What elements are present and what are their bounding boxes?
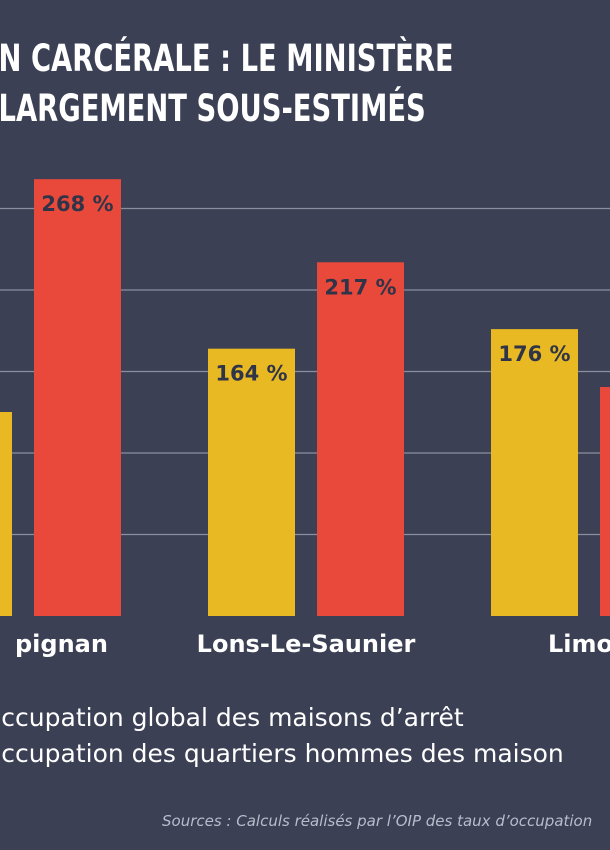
bar-value-label: 164 % <box>215 362 287 386</box>
bar-global-0 <box>0 412 12 616</box>
bar-global-1 <box>208 348 295 616</box>
category-label: Limog <box>548 630 610 658</box>
category-labels: pignan Lons-Le-Saunier Limog <box>15 630 610 658</box>
bar-global-2 <box>491 329 578 616</box>
category-label: Lons-Le-Saunier <box>197 630 416 658</box>
bar-chart: 268 % 164 % 217 % 176 % pignan Lons-Le-Sauni… <box>0 179 610 658</box>
legend-item-hommes: occupation des quartiers hommes des mais… <box>0 739 564 768</box>
category-label: pignan <box>15 630 108 658</box>
bar-hommes-0 <box>34 179 121 616</box>
title-line-1: N CARCÉRALE : LE MINISTÈRE DE LA JU <box>0 37 452 80</box>
bar-value-label: 268 % <box>41 192 113 216</box>
chart-title: N CARCÉRALE : LE MINISTÈRE DE LA JU LARG… <box>0 34 451 134</box>
bar-value-labels: 268 % 164 % 217 % 176 % <box>41 192 570 386</box>
bar-hommes-1 <box>317 262 404 616</box>
bar-value-label: 176 % <box>498 342 570 366</box>
legend-item-global: occupation global des maisons d’arrêt <box>0 703 464 732</box>
legend: occupation global des maisons d’arrêt oc… <box>0 700 610 772</box>
source-note: Sources : Calculs réalisés par l’OIP des… <box>162 812 593 830</box>
bar-hommes-2 <box>600 387 610 616</box>
bars <box>0 179 610 616</box>
bar-value-label: 217 % <box>324 275 396 299</box>
title-line-2: LARGEMENT SOUS-ESTIMÉS <box>0 87 426 130</box>
